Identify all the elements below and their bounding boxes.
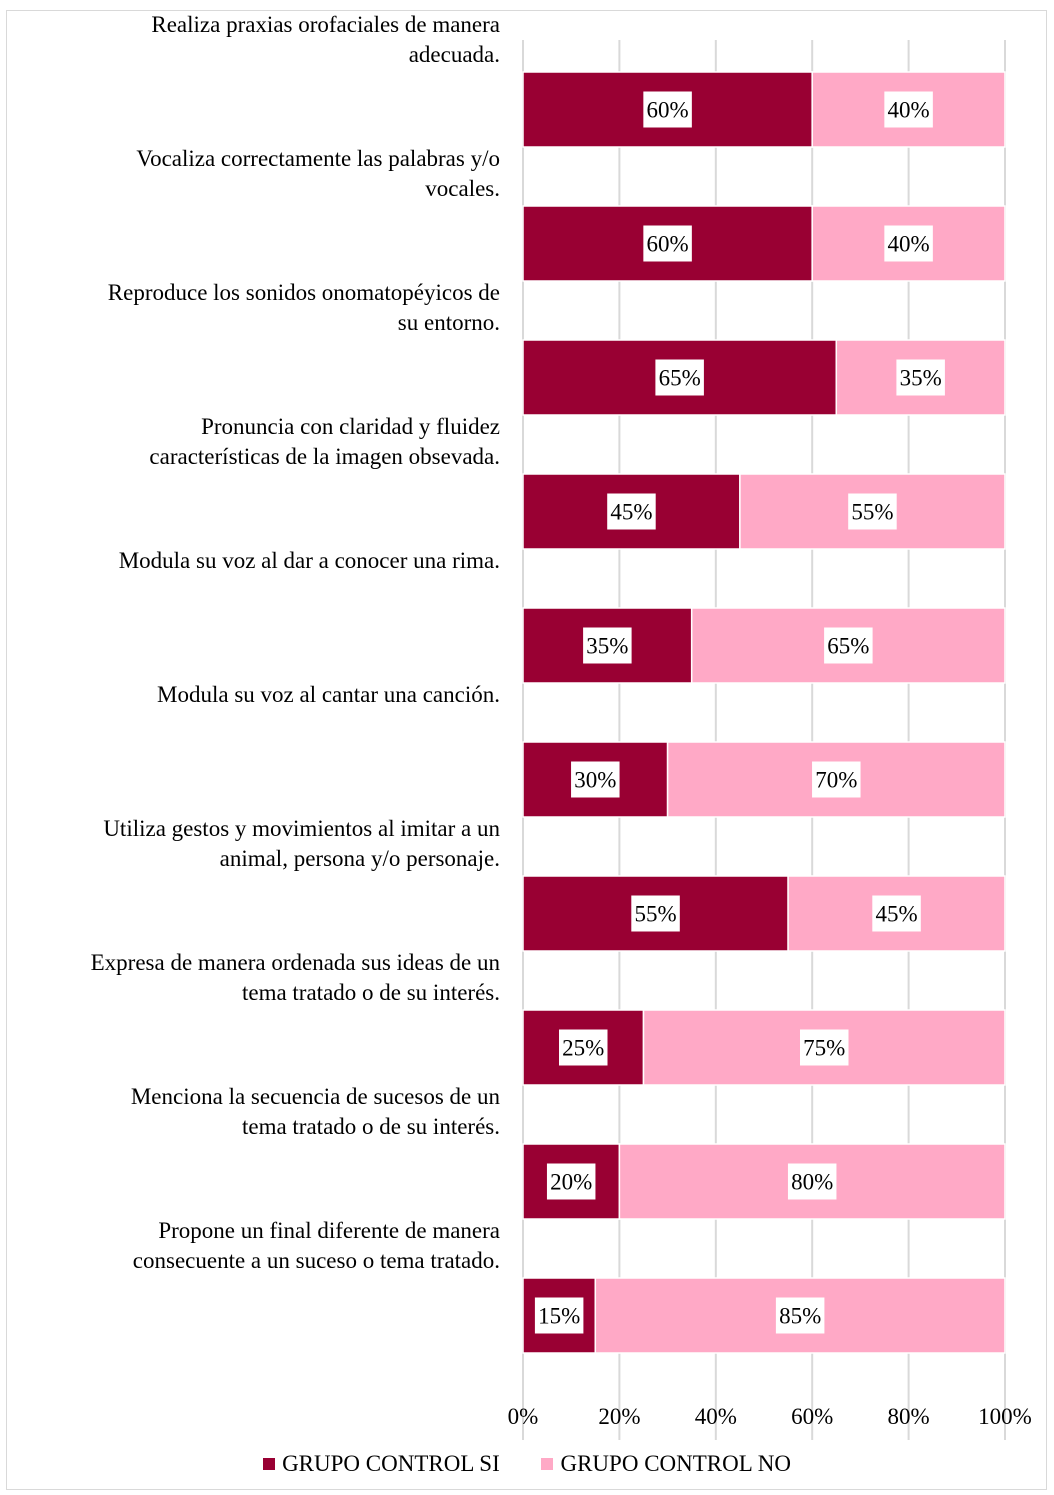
data-label-box	[607, 493, 656, 530]
data-label-si: 45%	[610, 500, 652, 525]
legend-swatch-si	[263, 1458, 276, 1470]
category-label: Expresa de manera ordenada sus ideas de …	[91, 950, 501, 975]
data-label-no: 40%	[888, 232, 930, 257]
data-label-si: 60%	[647, 232, 689, 257]
data-label-box	[812, 761, 861, 798]
data-label-box	[884, 91, 933, 128]
data-label-no: 85%	[779, 1304, 821, 1329]
category-label: Realiza praxias orofaciales de manera	[151, 12, 500, 37]
data-label-box	[559, 1029, 608, 1066]
legend-label-si: GRUPO CONTROL SI	[282, 1451, 500, 1476]
category-label: Propone un final diferente de manera	[158, 1218, 500, 1243]
x-tick-label: 100%	[978, 1404, 1032, 1429]
data-label-si: 15%	[538, 1304, 580, 1329]
legend-swatch-no	[541, 1458, 554, 1470]
category-label: adecuada.	[409, 42, 500, 67]
x-tick-label: 20%	[598, 1404, 640, 1429]
data-label-si: 35%	[586, 634, 628, 659]
legend-item-no: GRUPO CONTROL NO	[541, 1451, 791, 1477]
category-label: Pronuncia con claridad y fluidez	[201, 414, 500, 439]
data-label-box	[824, 627, 873, 664]
bar-no	[666, 741, 1006, 818]
category-label: tema tratado o de su interés.	[242, 1114, 500, 1139]
data-label-si: 20%	[550, 1170, 592, 1195]
data-label-no: 65%	[827, 634, 869, 659]
category-label: Utiliza gestos y movimientos al imitar a…	[103, 816, 500, 841]
data-label-box	[631, 895, 680, 932]
data-label-si: 25%	[562, 1036, 604, 1061]
data-label-no: 45%	[875, 902, 917, 927]
category-label: Vocaliza correctamente las palabras y/o	[136, 146, 500, 171]
data-label-box	[643, 91, 692, 128]
data-label-box	[583, 627, 632, 664]
data-label-no: 70%	[815, 768, 857, 793]
data-label-no: 40%	[888, 98, 930, 123]
data-label-box	[896, 359, 945, 396]
data-label-box	[848, 493, 897, 530]
data-label-box	[655, 359, 704, 396]
category-label: consecuente a un suceso o tema tratado.	[133, 1248, 500, 1273]
data-label-no: 75%	[803, 1036, 845, 1061]
category-label: Modula su voz al cantar una canción.	[157, 682, 500, 707]
data-label-box	[787, 1163, 837, 1200]
category-label: animal, persona y/o personaje.	[220, 846, 500, 871]
legend-item-si: GRUPO CONTROL SI	[263, 1451, 500, 1477]
data-label-si: 30%	[574, 768, 616, 793]
category-label: su entorno.	[398, 310, 500, 335]
x-tick-label: 40%	[695, 1404, 737, 1429]
category-label: vocales.	[425, 176, 500, 201]
category-label: tema tratado o de su interés.	[242, 980, 500, 1005]
data-label-si: 65%	[659, 366, 701, 391]
category-label: Menciona la secuencia de sucesos de un	[131, 1084, 501, 1109]
x-tick-label: 80%	[888, 1404, 930, 1429]
legend-label-no: GRUPO CONTROL NO	[560, 1451, 791, 1476]
chart-legend: GRUPO CONTROL SI GRUPO CONTROL NO	[0, 1450, 1054, 1477]
data-label-no: 80%	[791, 1170, 833, 1195]
x-tick-label: 60%	[791, 1404, 833, 1429]
data-label-no: 55%	[851, 500, 893, 525]
data-label-si: 60%	[647, 98, 689, 123]
data-label-box	[534, 1297, 584, 1334]
data-label-box	[800, 1029, 849, 1066]
category-label: Modula su voz al dar a conocer una rima.	[119, 548, 500, 573]
data-label-box	[775, 1297, 825, 1334]
data-label-no: 35%	[900, 366, 942, 391]
data-label-box	[872, 895, 921, 932]
data-label-si: 55%	[634, 902, 676, 927]
category-label: Reproduce los sonidos onomatopéyicos de	[108, 280, 500, 305]
category-label: características de la imagen obsevada.	[149, 444, 500, 469]
x-tick-label: 0%	[508, 1404, 539, 1429]
data-label-box	[546, 1163, 596, 1200]
data-label-box	[643, 225, 692, 262]
data-label-box	[571, 761, 620, 798]
data-label-box	[884, 225, 933, 262]
